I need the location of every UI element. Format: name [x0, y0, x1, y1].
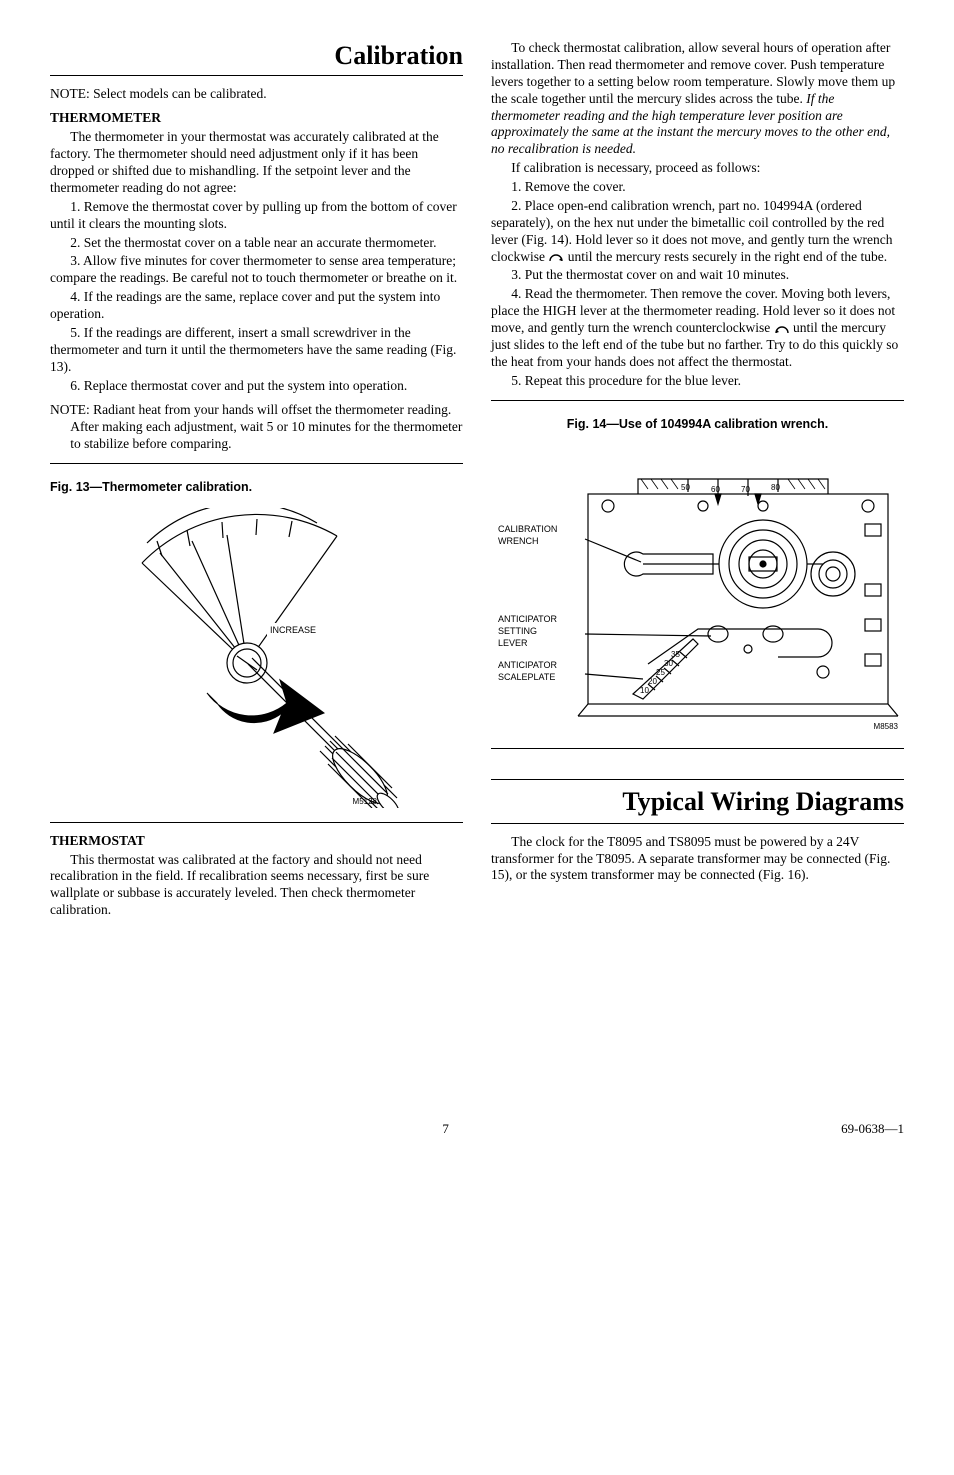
- right-step-3: 3. Put the thermostat cover on and wait …: [491, 267, 904, 284]
- right-step-2: 2. Place open-end calibration wrench, pa…: [491, 198, 904, 266]
- fig-13-svg: INCREASE M5128: [50, 502, 463, 812]
- note-radiant-heat: NOTE: Radiant heat from your hands will …: [50, 402, 463, 453]
- calibration-title: Calibration: [50, 40, 463, 76]
- typical-wiring-title: Typical Wiring Diagrams: [491, 779, 904, 824]
- fig14-ant-scale-l2: SCALEPLATE: [498, 672, 555, 682]
- page-number: 7: [442, 1121, 449, 1137]
- fig-13: Fig. 13—Thermometer calibration.: [50, 463, 463, 823]
- thermometer-step-6: 6. Replace thermostat cover and put the …: [50, 378, 463, 395]
- thermometer-p1: The thermometer in your thermostat was a…: [50, 129, 463, 197]
- fig-13-caption: Fig. 13—Thermometer calibration.: [50, 480, 463, 496]
- fig14-30: 30: [664, 659, 673, 668]
- right-p1a: To check thermostat calibration, allow s…: [491, 40, 895, 106]
- right-s2b: until the mercury rests securely in the …: [568, 249, 887, 264]
- fig14-ant-scale-l1: ANTICIPATOR: [498, 660, 558, 670]
- thermostat-p1: This thermostat was calibrated at the fa…: [50, 852, 463, 920]
- fig-14: Fig. 14—Use of 104994A calibration wrenc…: [491, 400, 904, 750]
- counterclockwise-icon: [774, 322, 790, 336]
- right-step-1: 1. Remove the cover.: [491, 179, 904, 196]
- page-footer: 7 69-0638—1: [50, 1121, 904, 1137]
- fig14-50: 50: [681, 483, 690, 492]
- thermometer-step-2: 2. Set the thermostat cover on a table n…: [50, 235, 463, 252]
- fig13-increase-label: INCREASE: [270, 625, 316, 635]
- thermometer-step-5: 5. If the readings are different, insert…: [50, 325, 463, 376]
- fig14-60: 60: [711, 485, 720, 494]
- right-step-5: 5. Repeat this procedure for the blue le…: [491, 373, 904, 390]
- typical-wiring-p: The clock for the T8095 and TS8095 must …: [491, 834, 904, 885]
- clockwise-icon: [548, 250, 564, 264]
- fig-14-caption: Fig. 14—Use of 104994A calibration wrenc…: [491, 417, 904, 433]
- fig14-80: 80: [771, 483, 780, 492]
- fig13-code: M5128: [352, 797, 377, 806]
- fig14-cal-wrench-l2: WRENCH: [498, 536, 539, 546]
- thermostat-heading: THERMOSTAT: [50, 833, 463, 850]
- fig14-70: 70: [741, 485, 750, 494]
- fig14-ant-set-l3: LEVER: [498, 638, 528, 648]
- fig14-35: 35: [671, 650, 680, 659]
- note-select-models: NOTE: Select models can be calibrated.: [50, 86, 463, 103]
- right-p1: To check thermostat calibration, allow s…: [491, 40, 904, 158]
- thermometer-step-1: 1. Remove the thermostat cover by pullin…: [50, 199, 463, 233]
- right-step-4: 4. Read the thermometer. Then remove the…: [491, 286, 904, 370]
- right-p2: If calibration is necessary, proceed as …: [491, 160, 904, 177]
- fig14-code: M8583: [873, 722, 898, 731]
- thermometer-step-3: 3. Allow five minutes for cover thermome…: [50, 253, 463, 287]
- thermometer-step-4: 4. If the readings are the same, replace…: [50, 289, 463, 323]
- fig14-20: 20: [648, 677, 657, 686]
- fig14-cal-wrench-l1: CALIBRATION: [498, 524, 557, 534]
- thermometer-heading: THERMOMETER: [50, 110, 463, 127]
- fig14-ant-set-l2: SETTING: [498, 626, 537, 636]
- fig-14-svg: 50 60 70 80 35 30 25 20 10 CALIBRATION W…: [491, 438, 904, 738]
- fig14-10: 10: [640, 686, 649, 695]
- fig14-ant-set-l1: ANTICIPATOR: [498, 614, 558, 624]
- fig14-25: 25: [656, 668, 665, 677]
- doc-number: 69-0638—1: [841, 1121, 904, 1137]
